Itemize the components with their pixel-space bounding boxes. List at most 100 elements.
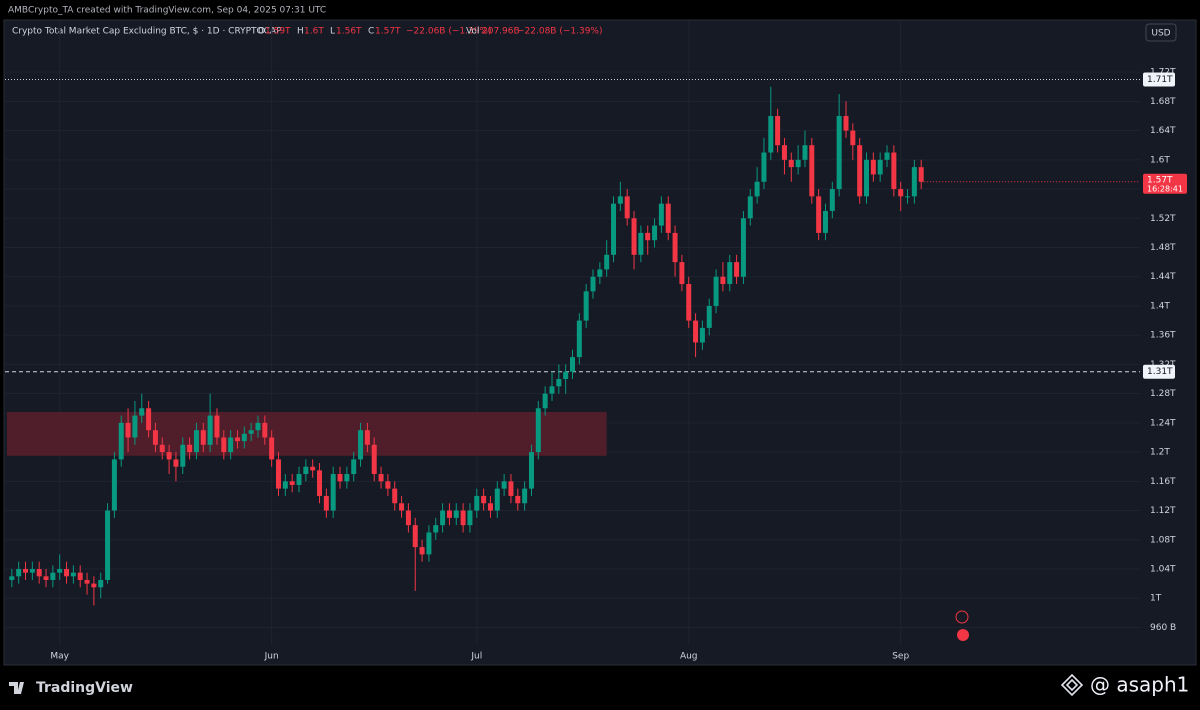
candle-body — [515, 495, 521, 504]
header-l-label: L — [330, 27, 335, 37]
candle-body — [809, 145, 815, 197]
price-line-tag — [1143, 72, 1175, 87]
candle-body — [234, 437, 240, 442]
candle-body — [665, 203, 671, 233]
x-tick-label: Jul — [470, 652, 482, 662]
y-tick-label: 1.48T — [1150, 243, 1176, 253]
candle-body — [549, 386, 555, 394]
candle-body — [645, 232, 651, 241]
candle-body — [734, 262, 740, 277]
candle-body — [50, 572, 56, 580]
header-vol-label: Vol — [466, 27, 479, 37]
supply-zone — [7, 411, 607, 456]
candle-body — [9, 576, 15, 580]
candle-body — [70, 572, 76, 577]
header-o-value: 1.59T — [265, 27, 291, 37]
candle-body — [583, 291, 589, 321]
y-tick-label: 960 B — [1150, 623, 1176, 633]
last-price-tag — [1143, 173, 1187, 194]
y-tick-label: 1.4T — [1150, 301, 1170, 311]
event-icon — [955, 610, 969, 624]
candle-body — [501, 481, 507, 489]
candle-body — [822, 210, 828, 233]
candle-body — [364, 430, 370, 445]
candle-body — [556, 379, 562, 387]
candle-body — [29, 569, 35, 573]
candle-body — [706, 305, 712, 328]
candle-body — [412, 525, 418, 548]
price-line-label: 1.71T — [1147, 75, 1173, 85]
candle-body — [884, 152, 890, 160]
currency-box — [1145, 23, 1177, 42]
y-tick-label: 1.24T — [1150, 418, 1176, 428]
candle-body — [23, 569, 29, 573]
y-tick-label: 1T — [1150, 594, 1162, 604]
top-watermark: AMBCrypto_TA created with TradingView.co… — [8, 6, 326, 16]
candle-body — [522, 488, 528, 504]
candle-body — [788, 159, 794, 168]
candle-body — [604, 254, 610, 270]
chart-panel — [3, 19, 1197, 666]
candle-body — [768, 115, 774, 153]
header-h-label: H — [297, 27, 304, 37]
header-vol-change: −22.08B (−1.39%) — [517, 27, 603, 37]
event-icon — [957, 629, 969, 641]
candle-body — [535, 408, 541, 453]
candle-body — [747, 196, 753, 219]
candle-body — [378, 474, 384, 482]
candle-body — [686, 284, 692, 321]
candle-body — [474, 495, 480, 511]
candle-body — [898, 189, 904, 197]
candle-body — [125, 422, 131, 438]
candle-body — [481, 495, 487, 504]
candle-body — [221, 437, 227, 453]
tv-logo: TradingView — [9, 680, 133, 696]
candle-body — [323, 495, 329, 511]
candle-body — [679, 262, 685, 285]
header-l-value: 1.56T — [336, 27, 362, 37]
candle-body — [494, 488, 500, 511]
candle-body — [351, 459, 357, 475]
header-symbol: Crypto Total Market Cap Excluding BTC, $… — [12, 27, 282, 37]
candle-body — [672, 232, 678, 263]
candle-body — [214, 415, 220, 438]
candle-body — [754, 181, 760, 197]
candle-body — [289, 481, 295, 485]
candle-body — [857, 145, 863, 197]
candle-body — [467, 510, 473, 526]
candle-body — [905, 196, 911, 198]
candle-body — [843, 115, 849, 131]
candle-body — [282, 481, 288, 489]
candle-body — [802, 145, 808, 160]
candle-body — [652, 225, 658, 241]
candle-body — [713, 276, 719, 306]
candle-body — [508, 481, 514, 496]
candle-body — [870, 159, 876, 175]
author-icon — [1060, 673, 1084, 697]
y-tick-label: 1.04T — [1150, 565, 1176, 575]
x-tick-label: Sep — [892, 652, 909, 662]
y-tick-label: 1.52T — [1150, 214, 1176, 224]
candle-body — [269, 437, 275, 460]
candle-body — [296, 474, 302, 485]
bar-countdown: 16:28:41 — [1147, 184, 1183, 193]
candle-body — [528, 452, 534, 489]
candle-body — [248, 430, 254, 434]
candle-body — [57, 569, 63, 573]
candle-body — [77, 572, 83, 580]
candle-body — [105, 510, 111, 580]
header-c-value: 1.57T — [375, 27, 401, 37]
candle-body — [118, 422, 124, 460]
currency: USD — [1151, 29, 1170, 39]
header-vol-value: 207.96B — [482, 27, 520, 37]
candle-body — [631, 218, 637, 255]
plot — [5, 21, 1140, 645]
x-tick-label: Aug — [680, 652, 698, 662]
candle-body — [699, 327, 705, 343]
y-tick-label: 1.2T — [1150, 448, 1170, 458]
candle-body — [98, 579, 104, 588]
candle-body — [200, 430, 206, 445]
y-tick-label: 1.36T — [1150, 331, 1176, 341]
candle-body — [132, 415, 138, 438]
x-tick-label: May — [50, 652, 69, 662]
